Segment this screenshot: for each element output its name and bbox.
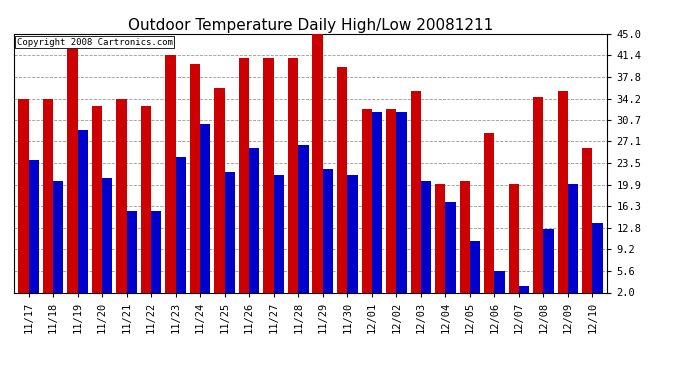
Bar (77, 130, 88, 304)
Bar (53, 181, 63, 304)
Bar (190, 64, 200, 304)
Bar (43, 99, 53, 304)
Bar (470, 242, 480, 304)
Bar (337, 67, 347, 305)
Bar (435, 184, 445, 304)
Bar (141, 106, 151, 305)
Bar (215, 88, 225, 304)
Title: Outdoor Temperature Daily High/Low 20081211: Outdoor Temperature Daily High/Low 20081… (128, 18, 493, 33)
Bar (445, 202, 455, 304)
Bar (386, 109, 396, 305)
Bar (166, 56, 176, 304)
Bar (288, 58, 298, 304)
Bar (411, 91, 421, 304)
Bar (200, 124, 210, 304)
Bar (533, 97, 544, 304)
Bar (18, 99, 28, 304)
Bar (239, 58, 249, 304)
Text: Copyright 2008 Cartronics.com: Copyright 2008 Cartronics.com (17, 38, 172, 46)
Bar (396, 112, 406, 305)
Bar (495, 272, 504, 304)
Bar (126, 211, 137, 304)
Bar (460, 181, 470, 304)
Bar (28, 160, 39, 304)
Bar (519, 286, 529, 304)
Bar (117, 99, 126, 304)
Bar (225, 172, 235, 304)
Bar (274, 175, 284, 304)
Bar (298, 145, 308, 304)
Bar (509, 184, 519, 304)
Bar (544, 230, 554, 304)
Bar (558, 91, 568, 304)
Bar (102, 178, 112, 304)
Bar (484, 133, 495, 304)
Bar (323, 169, 333, 304)
Bar (67, 49, 77, 304)
Bar (372, 112, 382, 305)
Bar (568, 184, 578, 304)
Bar (313, 34, 323, 305)
Bar (249, 148, 259, 304)
Bar (264, 58, 274, 304)
Bar (176, 157, 186, 304)
Bar (421, 181, 431, 304)
Bar (92, 106, 102, 305)
Bar (582, 148, 593, 304)
Bar (362, 109, 372, 305)
Bar (593, 223, 603, 304)
Bar (151, 211, 161, 304)
Bar (347, 175, 357, 304)
